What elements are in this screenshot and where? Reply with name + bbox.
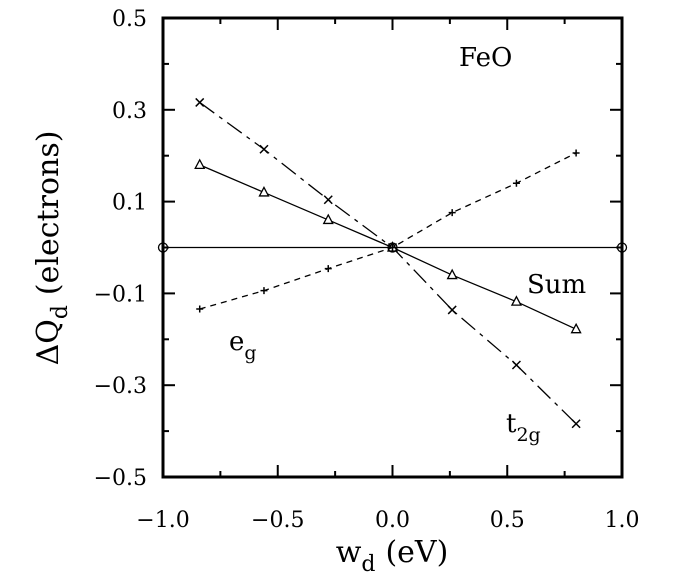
x-tick-label: −1.0	[136, 508, 189, 533]
annotation-t2g: t2g	[506, 409, 541, 446]
y-tick-label: 0.5	[112, 7, 147, 32]
x-axis-title-main: w	[336, 535, 362, 570]
data-point-sum	[258, 186, 270, 197]
annotation-t2g-sub: 2g	[516, 424, 540, 446]
y-axis-title: ΔQd (electrons)	[31, 131, 73, 366]
y-tick-label: 0.1	[112, 191, 147, 216]
x-tick-label: 1.0	[605, 508, 640, 533]
series-eg	[196, 149, 580, 313]
x-axis-title-unit: (eV)	[385, 535, 448, 570]
data-point-eg	[572, 149, 580, 157]
data-point-eg	[196, 305, 204, 313]
series-t2g	[195, 97, 581, 429]
data-point-eg	[260, 287, 268, 295]
data-point-sum	[194, 158, 206, 170]
y-tick-labels: 0.5 0.3 0.1 −0.1 −0.3 −0.5	[94, 7, 147, 491]
x-axis-title: wd (eV)	[336, 535, 449, 573]
annotation-t2g-main: t	[506, 409, 517, 439]
y-tick-label: −0.1	[94, 282, 147, 307]
y-axis-title-unit: (electrons)	[31, 131, 66, 296]
annotation-eg: eg	[229, 327, 257, 364]
x-tick-labels: −1.0 −0.5 0.0 0.5 1.0	[136, 508, 639, 533]
x-tick-label: −0.5	[251, 508, 304, 533]
x-axis-title-sub: d	[361, 552, 375, 573]
data-point-sum	[570, 322, 582, 334]
data-point-t2g	[447, 305, 457, 315]
y-tick-label: −0.3	[94, 374, 147, 399]
series-line-eg	[199, 152, 577, 310]
series-line-t2g	[199, 101, 577, 425]
annotation-sum: Sum	[527, 270, 586, 300]
data-point-eg	[324, 265, 332, 273]
data-point-sum	[510, 295, 523, 306]
y-tick-label: 0.3	[112, 99, 147, 124]
y-tick-label: −0.5	[94, 466, 147, 491]
annotation-feo: FeO	[459, 43, 512, 73]
data-point-sum	[322, 213, 334, 225]
data-point-eg	[448, 209, 456, 217]
plot-frame	[161, 16, 624, 479]
x-tick-label: 0.5	[490, 508, 525, 533]
data-point-t2g	[323, 195, 333, 205]
series-layer	[157, 97, 628, 429]
x-tick-label: 0.0	[375, 508, 410, 533]
data-point-sum	[446, 268, 458, 280]
data-point-t2g	[195, 97, 205, 107]
annotation-eg-sub: g	[244, 342, 256, 364]
data-point-t2g	[571, 419, 581, 429]
annotation-eg-main: e	[229, 327, 244, 357]
data-point-t2g	[511, 360, 521, 370]
data-point-eg	[512, 179, 520, 187]
data-point-zero	[387, 242, 398, 253]
data-point-t2g	[259, 144, 269, 154]
y-axis-title-sub: d	[48, 305, 73, 319]
y-axis-title-main: ΔQ	[31, 319, 66, 365]
